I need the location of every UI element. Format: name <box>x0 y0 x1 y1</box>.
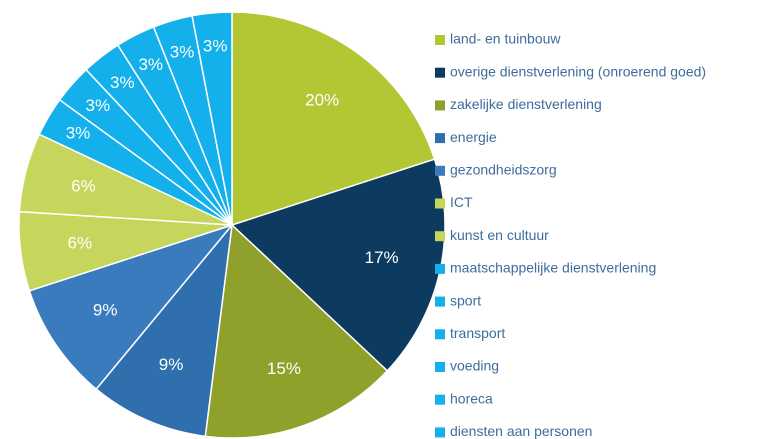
legend-label: ICT <box>450 194 473 210</box>
pie-slice <box>28 223 235 391</box>
legend-label: sport <box>450 292 481 308</box>
legend-swatch <box>435 133 445 144</box>
slice-label: 20% <box>305 90 339 109</box>
slice-label: 9% <box>93 301 118 320</box>
legend-label: overige dienstverlening (onroerend goed) <box>450 63 706 79</box>
legend-swatch <box>435 67 445 78</box>
legend-swatch <box>435 394 445 405</box>
pie-slice <box>95 222 234 438</box>
slice-label: 3% <box>138 55 163 74</box>
legend-swatch <box>435 198 445 209</box>
legend-label: horeca <box>450 390 493 406</box>
slice-label: 9% <box>159 355 184 374</box>
legend-label: diensten aan personen <box>450 423 592 439</box>
legend-swatch <box>435 231 445 242</box>
legend-label: voeding <box>450 358 499 374</box>
legend-swatch <box>435 362 445 372</box>
pie-slice <box>191 11 233 226</box>
slice-label: 6% <box>71 176 96 195</box>
legend-label: land- en tuinbouw <box>450 31 561 47</box>
legend-swatch <box>435 100 445 111</box>
legend-swatch <box>435 263 445 274</box>
slice-label: 3% <box>66 123 91 142</box>
slice-label: 6% <box>68 234 93 253</box>
legend-swatch <box>435 427 445 438</box>
slice-label: 3% <box>203 36 228 55</box>
legend-swatch <box>435 165 445 176</box>
legend-label: zakelijke dienstverlening <box>450 96 602 112</box>
legend-label: maatschappelijke dienstverlening <box>450 260 656 276</box>
slice-label: 3% <box>110 73 135 92</box>
slice-label: 17% <box>365 248 399 267</box>
legend-label: kunst en cultuur <box>450 227 549 243</box>
pie-slice <box>204 223 389 439</box>
slice-label: 3% <box>170 43 195 62</box>
legend-swatch <box>435 296 445 307</box>
pie-slice <box>231 11 436 227</box>
legend-label: gezondheidszorg <box>450 162 557 178</box>
legend-swatch <box>435 35 445 45</box>
legend-swatch <box>435 329 445 340</box>
slice-label: 15% <box>267 359 301 378</box>
legend-label: energie <box>450 129 497 145</box>
slice-label: 3% <box>86 96 111 115</box>
legend-label: transport <box>450 325 505 341</box>
